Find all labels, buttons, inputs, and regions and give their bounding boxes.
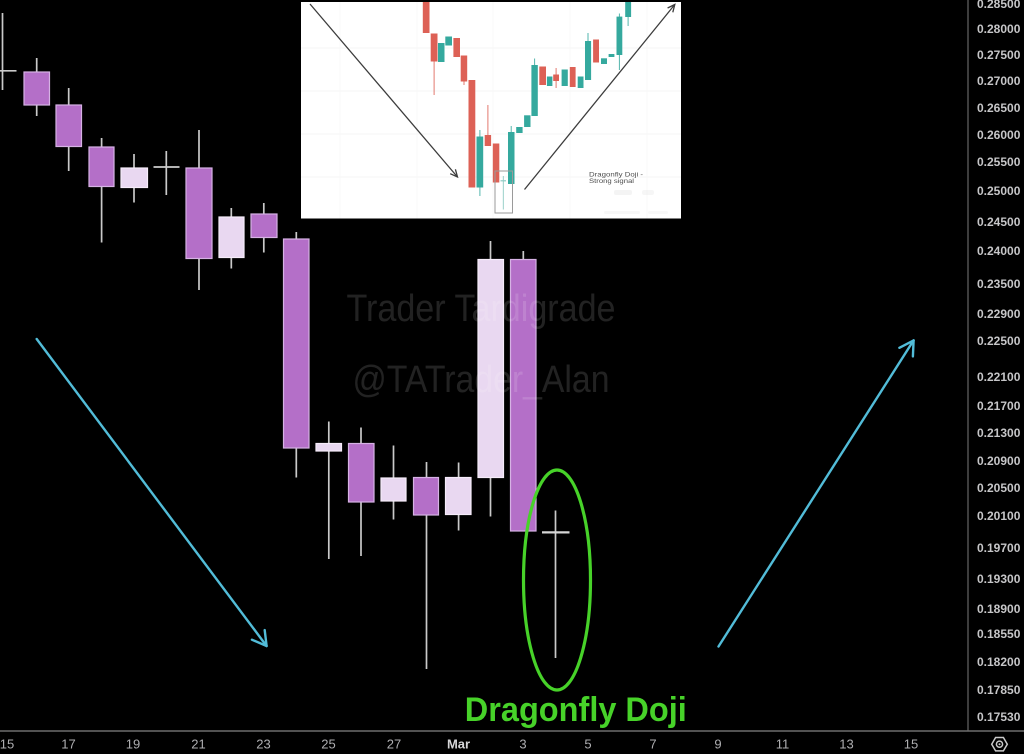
svg-text:0.22500: 0.22500 (977, 334, 1021, 348)
svg-text:25: 25 (321, 737, 335, 752)
svg-text:0.19700: 0.19700 (977, 541, 1021, 555)
svg-text:Mar: Mar (447, 737, 470, 752)
svg-text:9: 9 (714, 737, 721, 752)
svg-text:19: 19 (126, 737, 140, 752)
svg-text:0.22900: 0.22900 (977, 307, 1021, 321)
svg-text:0.26500: 0.26500 (977, 101, 1021, 115)
svg-text:3: 3 (519, 737, 526, 752)
svg-text:23: 23 (256, 737, 270, 752)
svg-text:17: 17 (61, 737, 75, 752)
svg-text:0.28500: 0.28500 (977, 0, 1021, 11)
svg-text:0.17530: 0.17530 (977, 710, 1021, 724)
svg-text:0.20100: 0.20100 (977, 509, 1021, 523)
svg-text:0.23500: 0.23500 (977, 277, 1021, 291)
svg-text:0.24000: 0.24000 (977, 244, 1021, 258)
svg-text:15: 15 (0, 737, 14, 752)
svg-text:0.17850: 0.17850 (977, 683, 1021, 697)
svg-text:0.19300: 0.19300 (977, 572, 1021, 586)
svg-text:0.21300: 0.21300 (977, 426, 1021, 440)
svg-text:@TATrader_Alan: @TATrader_Alan (353, 359, 610, 401)
svg-text:13: 13 (839, 737, 853, 752)
svg-text:0.25500: 0.25500 (977, 155, 1021, 169)
svg-text:0.21700: 0.21700 (977, 399, 1021, 413)
svg-text:Dragonfly Doji: Dragonfly Doji (465, 691, 687, 729)
svg-text:0.24500: 0.24500 (977, 215, 1021, 229)
svg-text:7: 7 (649, 737, 656, 752)
svg-text:0.18550: 0.18550 (977, 627, 1021, 641)
svg-text:0.26000: 0.26000 (977, 128, 1021, 142)
svg-text:0.25000: 0.25000 (977, 184, 1021, 198)
svg-text:0.22100: 0.22100 (977, 370, 1021, 384)
svg-text:0.20500: 0.20500 (977, 481, 1021, 495)
svg-text:0.27500: 0.27500 (977, 48, 1021, 62)
svg-text:15: 15 (904, 737, 918, 752)
svg-text:Dragonfly Doji -: Dragonfly Doji - (589, 171, 643, 178)
svg-text:Strong signal: Strong signal (589, 178, 635, 185)
svg-text:0.18200: 0.18200 (977, 655, 1021, 669)
svg-text:5: 5 (584, 737, 591, 752)
svg-text:0.18900: 0.18900 (977, 602, 1021, 616)
svg-text:Trader Tardigrade: Trader Tardigrade (347, 288, 616, 330)
svg-text:11: 11 (776, 737, 790, 752)
svg-text:0.28000: 0.28000 (977, 22, 1021, 36)
svg-text:21: 21 (191, 737, 205, 752)
svg-text:27: 27 (387, 737, 401, 752)
svg-text:0.27000: 0.27000 (977, 74, 1021, 88)
svg-text:0.20900: 0.20900 (977, 454, 1021, 468)
